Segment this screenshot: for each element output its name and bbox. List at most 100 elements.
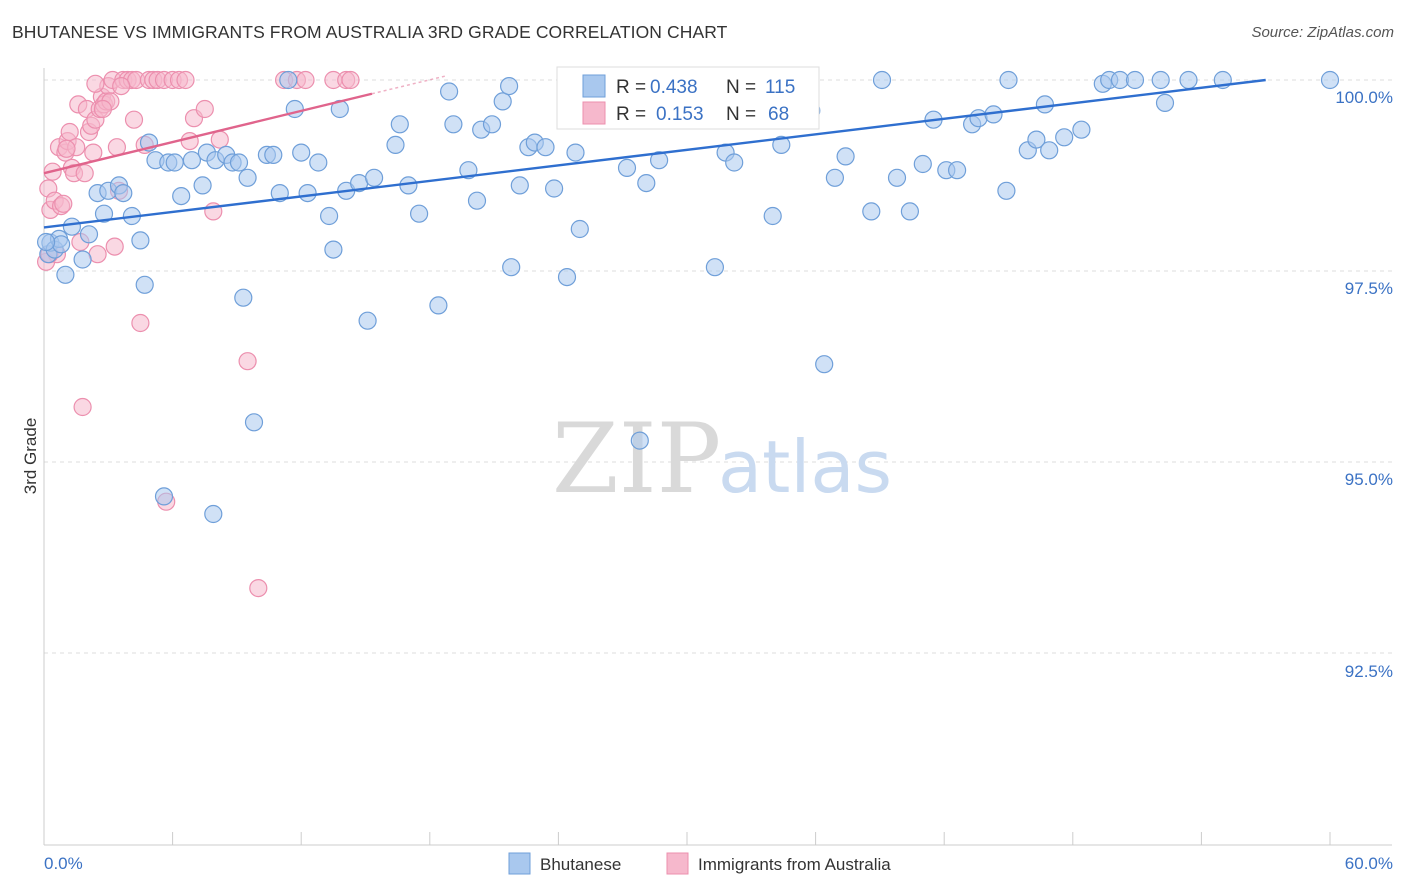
x-tick-marks — [43, 832, 1331, 845]
bhutanese-point — [725, 153, 744, 172]
legend-australia-swatch — [666, 852, 689, 875]
australia-point — [75, 164, 94, 183]
bhutanese-point — [131, 231, 150, 250]
bhutanese-point — [510, 176, 529, 195]
stat-n-label: N = — [726, 104, 756, 125]
bhutanese-point — [1125, 70, 1145, 90]
x-tick-label: 60.0% — [1345, 854, 1393, 873]
legend-bhutanese-swatch — [508, 852, 531, 875]
bhutanese-point — [390, 115, 409, 134]
stat-n-label: N = — [726, 77, 756, 98]
bhutanese-point — [825, 168, 845, 187]
bhutanese-point — [913, 154, 932, 174]
legend-bhutanese-label: Bhutanese — [540, 855, 621, 874]
stats-legend: R = 0.438 N = 115 R = 0.153 N = 68 — [556, 66, 820, 130]
bhutanese-point — [997, 181, 1016, 200]
bhutanese-point — [56, 265, 75, 284]
stat-r-value: 0.153 — [656, 104, 704, 125]
bhutanese-point — [440, 82, 459, 101]
bhutanese-point — [544, 179, 564, 198]
bottom-legend: Bhutanese Immigrants from Australia — [508, 852, 891, 875]
y-tick-label: 100.0% — [1335, 88, 1393, 107]
bhutanese-point — [165, 153, 184, 172]
bhutanese-point — [324, 240, 343, 259]
bhutanese-point — [94, 204, 114, 223]
y-axis-label: 3rd Grade — [21, 418, 40, 495]
bhutanese-point — [1155, 93, 1175, 113]
bhutanese-point — [887, 168, 907, 187]
stat-r-value: 0.438 — [650, 77, 698, 98]
australia-point — [60, 122, 79, 142]
bhutanese-point — [570, 219, 589, 239]
bhutanese-point — [182, 151, 201, 170]
chart-title: BHUTANESE VS IMMIGRANTS FROM AUSTRALIA 3… — [12, 22, 728, 42]
bhutanese-point — [114, 184, 133, 203]
bhutanese-trend-line — [43, 78, 1266, 229]
bhutanese-point — [999, 70, 1018, 90]
bhutanese-point — [1151, 70, 1170, 90]
bhutanese-point — [649, 151, 669, 170]
australia-trend-line — [43, 92, 373, 175]
trend-lines — [43, 75, 1266, 229]
bhutanese-point — [1320, 70, 1340, 90]
bhutanese-point — [566, 143, 585, 162]
bhutanese-point — [630, 431, 649, 450]
australia-point — [249, 578, 268, 598]
bhutanese-point — [234, 288, 253, 307]
bhutanese-point — [193, 176, 212, 195]
bhutanese-point — [557, 268, 577, 287]
bhutanese-point — [1055, 128, 1074, 147]
bhutanese-point — [51, 235, 71, 254]
stat-n-value: 68 — [768, 104, 789, 125]
bhutanese-point — [1072, 120, 1091, 139]
bhutanese-point — [459, 161, 478, 180]
bhutanese-point — [763, 206, 782, 226]
australia-point — [105, 237, 124, 256]
bhutanese-point — [172, 187, 191, 206]
bhutanese-point — [204, 504, 223, 524]
legend-swatch-pink — [582, 101, 606, 125]
legend-swatch-blue — [582, 74, 606, 98]
bhutanese-point — [617, 158, 637, 177]
bhutanese-point — [154, 487, 174, 506]
bhutanese-point — [292, 143, 311, 162]
australia-point — [112, 76, 131, 96]
bhutanese-point — [772, 135, 791, 154]
bhutanese-point — [1040, 141, 1059, 160]
stat-r-label: R = — [616, 104, 646, 125]
bhutanese-point — [73, 250, 92, 269]
australia-trend-extension — [371, 75, 445, 95]
stat-r-label: R = — [616, 77, 646, 98]
bhutanese-point — [79, 225, 99, 244]
australia-point — [296, 70, 315, 90]
bhutanese-point — [536, 138, 555, 157]
bhutanese-point — [244, 413, 264, 432]
source-credit: Source: ZipAtlas.com — [1251, 24, 1394, 41]
bhutanese-point — [358, 311, 377, 330]
x-tick-label: 0.0% — [44, 854, 83, 873]
bhutanese-point — [238, 168, 257, 187]
bhutanese-point — [872, 70, 892, 90]
bhutanese-point — [502, 258, 521, 277]
australia-point — [131, 313, 150, 333]
bhutanese-point — [1179, 70, 1198, 90]
bhutanese-point — [264, 145, 283, 164]
watermark-atlas: atlas — [718, 425, 892, 509]
bhutanese-point — [482, 115, 502, 134]
australia-point — [57, 139, 76, 158]
bhutanese-point — [298, 184, 317, 203]
stat-n-value: 115 — [765, 77, 795, 98]
series-bhutanese-points — [36, 70, 1340, 524]
bhutanese-point — [135, 275, 154, 294]
bhutanese-point — [969, 109, 988, 128]
bhutanese-point — [36, 232, 56, 252]
bhutanese-point — [836, 147, 855, 166]
y-tick-label: 92.5% — [1345, 662, 1393, 681]
bhutanese-point — [705, 258, 725, 277]
bhutanese-point — [309, 153, 328, 172]
bhutanese-point — [947, 161, 967, 180]
australia-point — [180, 132, 199, 151]
australia-point — [86, 74, 105, 93]
bhutanese-point — [279, 70, 298, 90]
